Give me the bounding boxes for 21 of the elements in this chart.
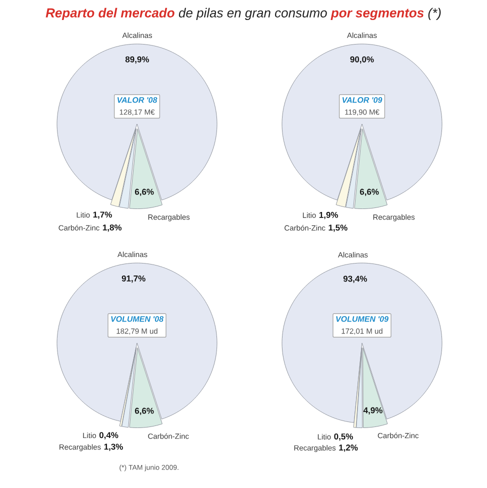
data-label: 6,6% [360, 188, 379, 196]
data-label: 89,9% [125, 56, 150, 64]
text: VOLUMEN '08 [111, 316, 164, 322]
data-label: 1,5% [328, 224, 348, 232]
data-label: 1,3% [104, 444, 123, 451]
data-label: 93,4% [343, 276, 367, 283]
data-label: 1,8% [102, 224, 122, 232]
text: VOLUMEN '09 [336, 316, 388, 322]
data-label: 1,2% [339, 444, 358, 452]
data-label: 6,6% [134, 188, 154, 196]
data-label: 1,7% [93, 212, 112, 219]
data-label: 0,5% [334, 433, 353, 441]
data-label: 1,9% [319, 212, 338, 220]
data-label: 6,6% [134, 408, 154, 416]
chart-title: Reparto del mercado de pilas en gran consumo por segmentos (*) [46, 8, 441, 20]
data-label: 91,7% [122, 275, 146, 283]
data-label: 90,0% [350, 56, 374, 64]
text: VALOR '09 [342, 97, 382, 103]
data-label: 4,9% [363, 407, 382, 415]
data-label: 0,4% [99, 432, 118, 440]
text: VALOR '08 [117, 97, 158, 103]
